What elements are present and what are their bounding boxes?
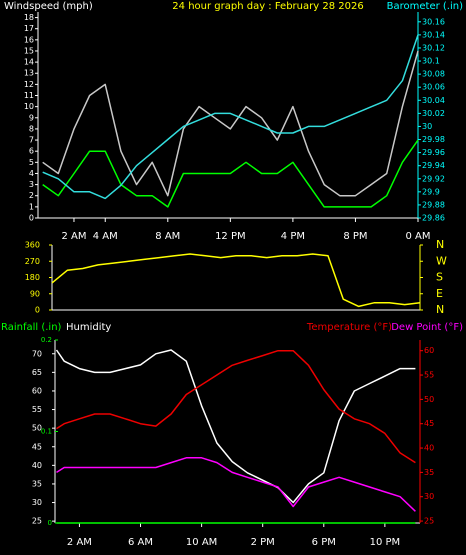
y-tick-label: 180 [25, 273, 40, 282]
chart-title: 24 hour graph day : February 28 2026 [172, 1, 363, 12]
y2-tick-label: 29.92 [422, 174, 445, 183]
y-tick-label: 16 [24, 35, 34, 44]
y2-tick-label: 60 [424, 346, 434, 355]
x-tick-label: 2 AM [61, 231, 86, 242]
x-tick-label: 6 PM [312, 537, 336, 548]
y2-tick-label: 30 [424, 492, 434, 501]
y-tick-label: 2 [29, 191, 34, 200]
y-tick-label: 360 [25, 241, 40, 250]
y-tick-label: 90 [30, 289, 40, 298]
series-line [55, 349, 416, 504]
y2-tick-label: 30.12 [422, 43, 445, 52]
y2-tick-label: 40 [424, 444, 434, 453]
x-tick-label: 8 PM [343, 231, 367, 242]
y-tick-label: 10 [24, 102, 34, 111]
y-tick-label: 14 [24, 58, 34, 67]
y-tick-label: 45 [32, 442, 42, 451]
x-tick-label: 2 PM [251, 537, 275, 548]
y-tick-label: 270 [25, 257, 40, 266]
y-tick-label: 0 [35, 306, 40, 315]
y-tick-label: 5 [29, 158, 34, 167]
y-tick-label: 65 [32, 368, 42, 377]
y-tick-label: 18 [24, 13, 34, 22]
x-tick-label: 10 AM [186, 537, 217, 548]
y-tick-label: 17 [24, 24, 34, 33]
legend-entry: Dew Point (°F) [391, 322, 463, 333]
series-line [42, 139, 419, 208]
x-tick-label: 4 AM [93, 231, 118, 242]
series-line [56, 457, 416, 512]
y2-tick-label: N [436, 303, 444, 316]
y-tick-label: 30 [32, 498, 42, 507]
y2-tick-label: N [436, 238, 444, 251]
y2-tick-label: 45 [424, 419, 434, 428]
y2-tick-label: 30.04 [422, 96, 445, 105]
y2-tick-label: 30.02 [422, 109, 445, 118]
x-tick-label: 8 AM [155, 231, 180, 242]
y-tick-label: 3 [29, 180, 34, 189]
y3-tick-label: 0 [48, 519, 52, 527]
y-tick-label: 40 [32, 461, 42, 470]
y-tick-label: 1 [29, 202, 34, 211]
series-line [42, 34, 419, 200]
x-tick-label: 10 PM [370, 537, 401, 548]
y2-tick-label: 29.96 [422, 148, 445, 157]
y-tick-label: 15 [24, 46, 34, 55]
x-tick-label: 6 AM [128, 537, 153, 548]
y2-axis-label: Barometer (.in) [387, 1, 463, 12]
series-line [51, 253, 421, 308]
x-tick-label: 4 PM [281, 231, 305, 242]
y2-tick-label: 29.94 [422, 161, 445, 170]
y2-tick-label: 50 [424, 395, 434, 404]
y2-tick-label: 30 [422, 122, 432, 131]
y-tick-label: 55 [32, 405, 42, 414]
y-tick-label: 9 [29, 113, 34, 122]
y2-tick-label: W [436, 254, 447, 267]
y2-tick-label: 29.86 [422, 214, 445, 223]
y-tick-label: 4 [29, 169, 34, 178]
y2-tick-label: 30.08 [422, 70, 445, 79]
y-tick-label: 13 [24, 69, 34, 78]
x-tick-label: 0 AM [405, 231, 430, 242]
y-tick-label: 11 [24, 91, 34, 100]
y2-tick-label: 29.9 [422, 187, 440, 196]
series-line [42, 50, 419, 197]
y-axis-label: Windspeed (mph) [4, 1, 93, 12]
y-tick-label: 8 [29, 124, 34, 133]
y-tick-label: 25 [32, 517, 42, 526]
y2-tick-label: 30.16 [422, 17, 445, 26]
y3-tick-label: 0.2 [41, 336, 52, 344]
y2-tick-label: 30.14 [422, 30, 445, 39]
legend-entry: Temperature (°F) [306, 322, 392, 333]
y2-tick-label: 30.1 [422, 57, 440, 66]
y2-tick-label: E [436, 287, 443, 300]
y-tick-label: 0 [29, 214, 34, 223]
y-tick-label: 70 [32, 349, 42, 358]
y-tick-label: 60 [32, 386, 42, 395]
y3-tick-label: 0.1 [41, 428, 52, 436]
y-tick-label: 12 [24, 80, 34, 89]
y2-tick-label: 30.06 [422, 83, 445, 92]
legend-entry: Humidity [66, 322, 111, 333]
x-tick-label: 12 PM [215, 231, 246, 242]
y2-tick-label: S [436, 271, 443, 284]
y2-tick-label: 29.98 [422, 135, 445, 144]
y-tick-label: 35 [32, 479, 42, 488]
y2-tick-label: 35 [424, 468, 434, 477]
series-line [56, 349, 416, 464]
y2-tick-label: 25 [424, 517, 434, 526]
legend-entry: Rainfall (.in) [1, 322, 62, 333]
y-tick-label: 6 [29, 147, 34, 156]
y2-tick-label: 29.88 [422, 200, 445, 209]
y-tick-label: 50 [32, 424, 42, 433]
y-tick-label: 7 [29, 136, 34, 145]
y2-tick-label: 55 [424, 371, 434, 380]
x-tick-label: 2 AM [67, 537, 92, 548]
